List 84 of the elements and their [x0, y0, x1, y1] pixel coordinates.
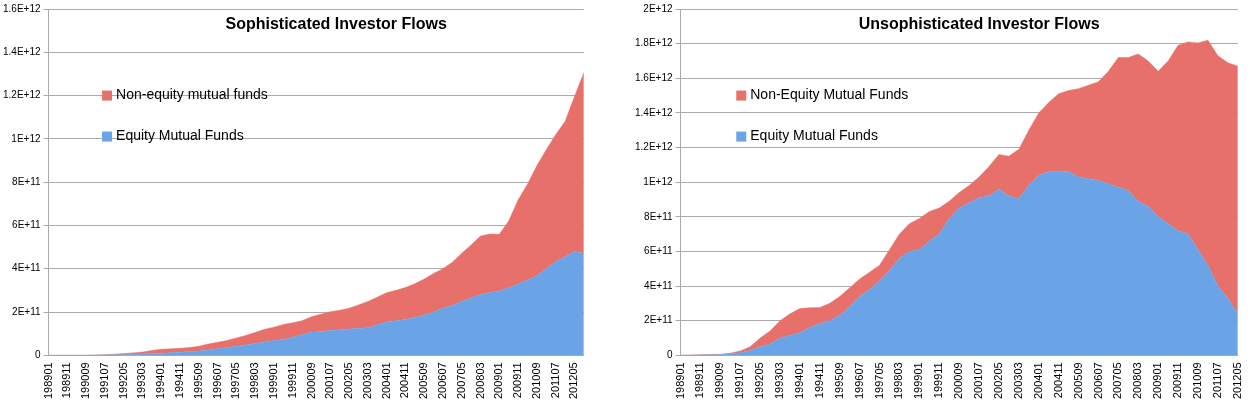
x-tick-label: 199705	[872, 362, 885, 400]
x-tick-label: 199411	[812, 362, 825, 399]
x-tick-label: 200607	[435, 362, 448, 400]
x-tick-label: 199303	[773, 362, 786, 400]
x-tick-label: 199411	[173, 362, 186, 399]
chart-title: Sophisticated Investor Flows	[225, 15, 447, 33]
x-tick-label: 201107	[1210, 362, 1223, 399]
y-tick-label: 4E+11	[644, 279, 673, 291]
x-tick-label: 200509	[1071, 362, 1084, 400]
x-tick-label: 199509	[832, 362, 845, 400]
x-tick-label: 199607	[852, 362, 865, 400]
x-tick-label: 200911	[511, 362, 524, 399]
x-tick-label: 200401	[1031, 362, 1044, 400]
y-tick-label: 1.2E+12	[2, 89, 41, 101]
x-tick-label: 198901	[41, 362, 54, 400]
y-tick-label: 1E+12	[643, 175, 673, 187]
x-tick-label: 200705	[454, 362, 467, 400]
x-tick-label: 200009	[952, 362, 965, 400]
x-tick-label: 200009	[304, 362, 317, 400]
legend-label: Non-equity mutual funds	[116, 86, 268, 103]
y-tick-label: 1.2E+12	[634, 141, 673, 153]
x-tick-label: 201107	[548, 362, 561, 399]
x-tick-label: 200803	[473, 362, 486, 400]
x-tick-label: 199911	[285, 362, 298, 399]
y-tick-label: 6E+11	[12, 219, 41, 231]
x-tick-label: 200107	[972, 362, 985, 400]
x-tick-label: 200303	[360, 362, 373, 400]
x-tick-label: 200411	[398, 362, 411, 399]
y-tick-label: 2E+11	[644, 314, 673, 326]
x-tick-label: 200901	[1151, 362, 1164, 400]
y-tick-label: 8E+11	[644, 210, 673, 222]
y-tick-label: 1.6E+12	[634, 72, 673, 84]
x-tick-label: 201009	[1191, 362, 1204, 400]
x-tick-label: 201009	[529, 362, 542, 400]
y-tick-label: 6E+11	[644, 245, 673, 257]
x-tick-label: 200107	[323, 362, 336, 400]
legend-label: Equity Mutual Funds	[750, 127, 878, 144]
y-tick-label: 0	[34, 349, 41, 361]
y-tick-label: 1.4E+12	[2, 46, 41, 58]
x-tick-label: 199509	[191, 362, 204, 400]
x-tick-label: 200607	[1091, 362, 1104, 400]
x-tick-label: 200205	[992, 362, 1004, 400]
y-tick-label: 1.6E+12	[2, 2, 41, 14]
y-tick-label: 0	[666, 349, 673, 361]
chart-title: Unsophisticated Investor Flows	[858, 15, 1100, 33]
x-tick-label: 199607	[210, 362, 223, 400]
y-tick-label: 1.8E+12	[634, 37, 673, 49]
x-tick-label: 199009	[79, 362, 92, 400]
x-tick-label: 199401	[154, 362, 167, 400]
x-tick-label: 198901	[673, 362, 686, 400]
x-tick-label: 201205	[1230, 362, 1243, 400]
x-tick-label: 199401	[792, 362, 805, 400]
x-tick-label: 199901	[266, 362, 279, 400]
legend-label: Non-Equity Mutual Funds	[750, 86, 909, 103]
x-tick-label: 198911	[693, 362, 706, 399]
x-tick-label: 201205	[567, 362, 580, 400]
x-tick-label: 200509	[417, 362, 430, 400]
x-tick-label: 199803	[248, 362, 261, 400]
x-tick-label: 200411	[1051, 362, 1064, 399]
x-tick-label: 199911	[932, 362, 945, 399]
x-tick-label: 199205	[116, 362, 129, 400]
x-tick-label: 200705	[1111, 362, 1124, 400]
x-tick-label: 200205	[342, 362, 355, 400]
y-tick-label: 1.4E+12	[634, 106, 673, 118]
x-tick-label: 200901	[492, 362, 505, 400]
x-tick-label: 200911	[1171, 362, 1184, 399]
x-tick-label: 200803	[1131, 362, 1144, 400]
x-tick-label: 199107	[97, 362, 110, 400]
legend-label: Equity Mutual Funds	[116, 127, 244, 144]
y-tick-label: 1E+12	[11, 132, 41, 144]
x-tick-label: 200401	[379, 362, 392, 400]
x-tick-label: 200303	[1011, 362, 1024, 400]
x-tick-label: 199009	[713, 362, 726, 400]
x-tick-label: 199803	[892, 362, 905, 400]
x-tick-label: 199205	[753, 362, 766, 400]
y-tick-label: 2E+12	[643, 2, 673, 14]
x-tick-label: 199705	[229, 362, 242, 400]
y-tick-label: 8E+11	[12, 175, 41, 187]
x-tick-label: 199901	[912, 362, 925, 400]
y-tick-label: 2E+11	[12, 305, 41, 317]
y-tick-label: 4E+11	[12, 262, 41, 274]
x-tick-label: 198911	[60, 362, 73, 399]
x-tick-label: 199303	[135, 362, 148, 400]
x-tick-label: 199107	[733, 362, 746, 400]
